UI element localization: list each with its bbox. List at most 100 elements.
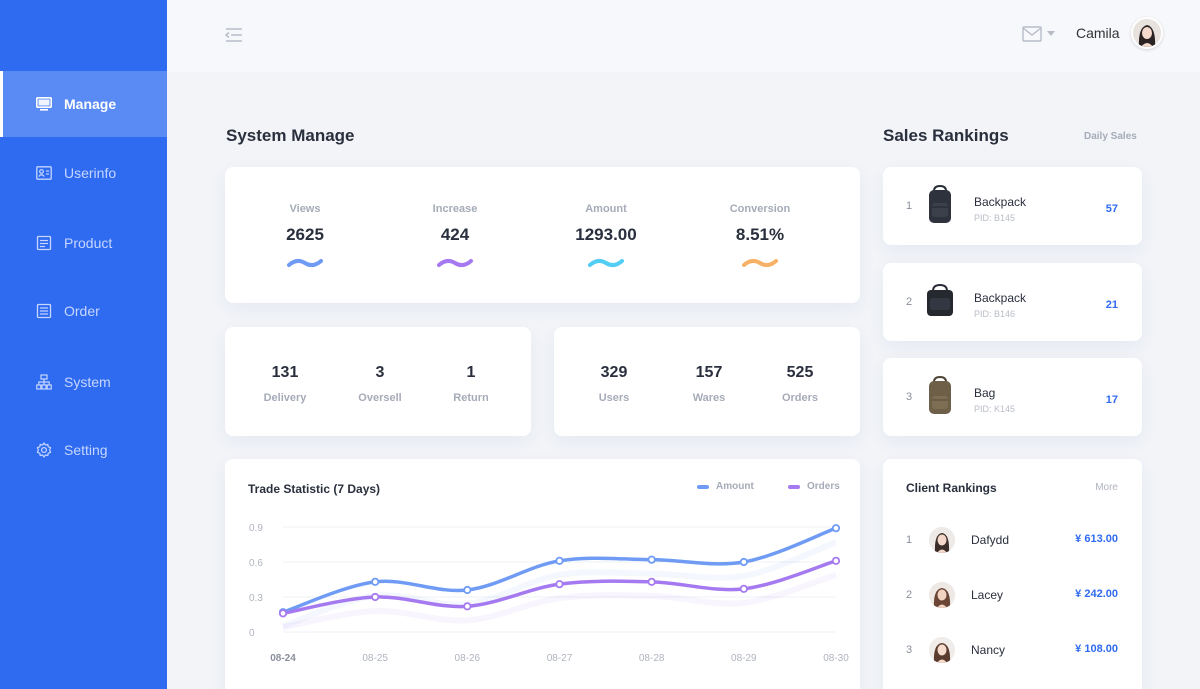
sidebar-item-label: Product xyxy=(64,235,113,251)
trade-line-chart: 0.9 0.6 0.3 0 08-24 08-25 08-26 08-27 08-28 08-29… xyxy=(249,523,849,664)
y-tick-label: 0.6 xyxy=(249,558,263,569)
stat-label: Increase xyxy=(432,203,478,215)
document-icon xyxy=(36,235,52,251)
sidebar-item-label: Userinfo xyxy=(64,165,117,181)
monitor-icon xyxy=(36,96,52,112)
stat-users: 329 Users xyxy=(569,327,659,404)
sidebar-item-userinfo[interactable]: Userinfo xyxy=(0,140,167,206)
trade-statistic-card: Trade Statistic (7 Days) Amount Orders 0… xyxy=(225,459,860,689)
stat-label: Amount xyxy=(585,203,627,215)
caret-down-icon[interactable] xyxy=(1047,31,1055,36)
x-tick-label: 08-24 xyxy=(270,653,296,664)
stat-value: 3 xyxy=(375,364,385,381)
stat-value: 157 xyxy=(695,364,723,381)
sidebar-item-label: Order xyxy=(64,303,100,319)
wave-icon xyxy=(437,258,473,268)
stat-increase: Increase 424 xyxy=(395,167,515,269)
stat-conversion: Conversion 8.51% xyxy=(700,167,820,269)
legend-orders[interactable]: Orders xyxy=(788,481,840,492)
legend-swatch xyxy=(788,484,800,489)
daily-sales-tab[interactable]: Daily Sales xyxy=(1084,131,1137,142)
sidebar-item-setting[interactable]: Setting xyxy=(0,417,167,483)
sales-count: 17 xyxy=(1105,394,1118,406)
sales-count: 57 xyxy=(1105,203,1118,215)
data-point xyxy=(739,584,748,593)
product-name: Backpack xyxy=(974,195,1027,209)
sidebar-item-label: System xyxy=(64,374,111,390)
rank-number: 2 xyxy=(906,296,913,308)
data-point xyxy=(555,556,564,565)
backpack-image xyxy=(929,185,951,223)
y-tick-label: 0 xyxy=(249,628,255,639)
x-tick-label: 08-26 xyxy=(455,653,481,664)
data-point xyxy=(739,557,748,567)
client-row[interactable]: 2 Lacey ¥ 242.00 xyxy=(883,580,1142,610)
data-point xyxy=(463,585,472,595)
stat-value: 424 xyxy=(440,225,470,244)
inventory-stats-card: 329 Users 157 Wares 525 Orders xyxy=(554,327,860,436)
legend-amount[interactable]: Amount xyxy=(697,481,754,492)
stat-label: Oversell xyxy=(358,392,402,404)
sidebar: Manage Userinfo Product Order System Set… xyxy=(0,0,167,689)
client-row[interactable]: 3 Nancy ¥ 108.00 xyxy=(883,635,1142,665)
data-point xyxy=(371,577,380,586)
top-header: Camila xyxy=(167,0,1200,72)
client-name: Nancy xyxy=(971,643,1006,657)
sales-rank-item[interactable]: 1 Backpack PID: B145 57 xyxy=(883,167,1142,245)
client-avatar xyxy=(929,527,955,553)
wave-icon xyxy=(742,258,778,268)
stat-label: Wares xyxy=(692,392,726,404)
stat-label: Views xyxy=(289,203,321,215)
list-icon xyxy=(36,303,52,319)
stat-value: 8.51% xyxy=(735,225,785,244)
rank-number: 3 xyxy=(906,391,913,403)
user-avatar[interactable] xyxy=(1131,17,1163,49)
sales-rank-item[interactable]: 2 Backpack PID: B146 21 xyxy=(883,263,1142,341)
x-tick-label: 08-28 xyxy=(639,653,665,664)
data-point xyxy=(371,592,380,602)
stat-label: Conversion xyxy=(729,203,791,215)
product-pid: PID: K145 xyxy=(974,404,1016,414)
client-amount: ¥ 108.00 xyxy=(1075,643,1118,655)
client-name: Lacey xyxy=(971,588,1004,602)
rank-number: 3 xyxy=(906,644,913,656)
client-row[interactable]: 1 Dafydd ¥ 613.00 xyxy=(883,525,1142,555)
more-link[interactable]: More xyxy=(1095,482,1118,493)
data-point xyxy=(463,602,472,611)
data-point xyxy=(647,577,656,586)
client-amount: ¥ 242.00 xyxy=(1075,588,1118,600)
x-tick-label: 08-29 xyxy=(731,653,757,664)
stat-wares: 157 Wares xyxy=(664,327,754,404)
x-tick-label: 08-30 xyxy=(823,653,849,664)
product-name: Backpack xyxy=(974,291,1027,305)
y-tick-label: 0.9 xyxy=(249,523,263,534)
backpack-image xyxy=(927,283,953,316)
legend-swatch xyxy=(697,484,709,489)
x-tick-label: 08-25 xyxy=(362,653,388,664)
y-tick-label: 0.3 xyxy=(249,593,263,604)
sidebar-item-manage[interactable]: Manage xyxy=(0,71,167,137)
mail-icon[interactable] xyxy=(1022,26,1042,42)
stat-amount: Amount 1293.00 xyxy=(546,167,666,269)
sidebar-item-order[interactable]: Order xyxy=(0,278,167,344)
stat-label: Return xyxy=(453,392,489,404)
sales-rankings-title: Sales Rankings xyxy=(883,126,1009,145)
client-avatar xyxy=(929,582,955,608)
client-name: Dafydd xyxy=(971,533,1010,547)
menu-collapse-icon[interactable] xyxy=(224,27,243,43)
stat-return: 1 Return xyxy=(426,327,516,404)
sales-rank-item[interactable]: 3 Bag PID: K145 17 xyxy=(883,358,1142,436)
system-manage-title: System Manage xyxy=(226,126,355,145)
username[interactable]: Camila xyxy=(1076,25,1120,41)
sidebar-item-system[interactable]: System xyxy=(0,349,167,415)
stat-value: 329 xyxy=(600,364,628,381)
product-name: Bag xyxy=(974,386,996,400)
stat-delivery: 131 Delivery xyxy=(240,327,330,404)
data-point xyxy=(831,524,841,533)
product-pid: PID: B145 xyxy=(974,213,1016,223)
legend-label: Orders xyxy=(807,481,840,492)
sidebar-item-label: Manage xyxy=(64,96,117,112)
stat-views: Views 2625 xyxy=(245,167,365,269)
sidebar-item-product[interactable]: Product xyxy=(0,210,167,276)
wave-icon xyxy=(287,258,323,268)
